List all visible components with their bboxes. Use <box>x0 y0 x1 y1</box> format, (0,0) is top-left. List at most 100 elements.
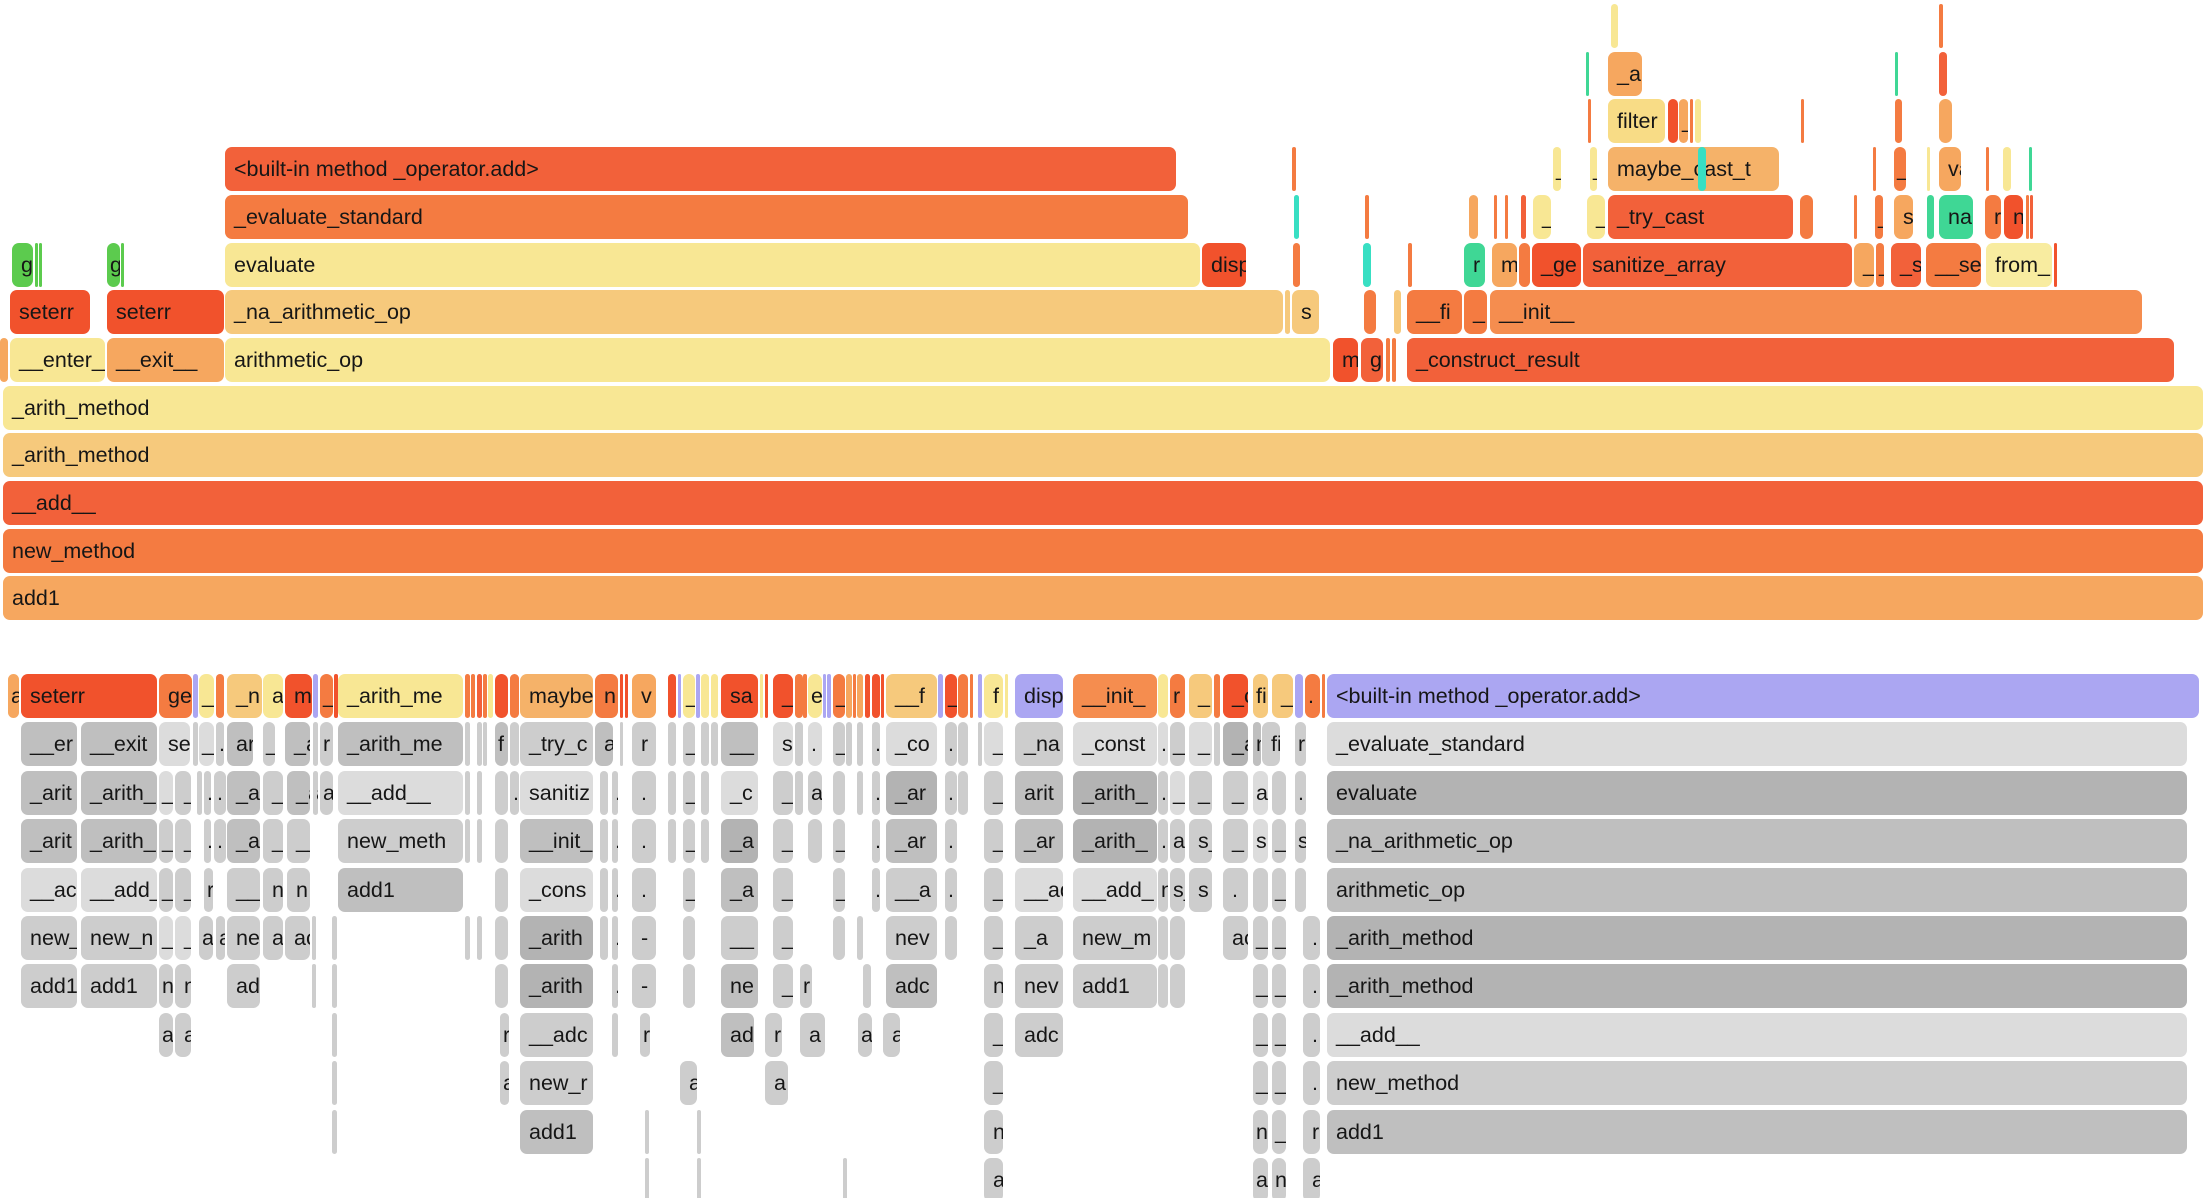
frame-bar[interactable]: _s <box>1891 243 1921 287</box>
frame-bar[interactable] <box>1295 674 1303 718</box>
frame-bar[interactable]: a <box>8 674 19 718</box>
frame-bar[interactable]: fi <box>1253 674 1268 718</box>
frame-bar[interactable]: - <box>632 916 656 960</box>
frame-bar[interactable]: _ <box>1189 674 1212 718</box>
frame-bar[interactable] <box>1939 52 1947 96</box>
frame-bar[interactable] <box>701 819 709 863</box>
frame-bar[interactable]: evaluate <box>1327 771 2187 815</box>
frame-bar[interactable] <box>1295 868 1306 912</box>
frame-bar[interactable]: . <box>1303 1013 1320 1057</box>
frame-bar[interactable] <box>970 674 973 718</box>
frame-bar[interactable] <box>495 964 508 1008</box>
frame-bar[interactable] <box>978 674 982 718</box>
frame-bar[interactable]: r <box>320 722 333 766</box>
frame-bar[interactable]: _ <box>1894 147 1906 191</box>
frame-bar[interactable]: _ <box>984 819 1003 863</box>
frame-bar[interactable]: r <box>1985 195 2001 239</box>
frame-bar[interactable] <box>1800 195 1813 239</box>
frame-bar[interactable]: _ <box>263 819 283 863</box>
frame-bar[interactable] <box>843 1158 847 1198</box>
frame-bar[interactable] <box>197 771 202 815</box>
frame-bar[interactable]: . <box>1303 964 1320 1008</box>
frame-bar[interactable]: __add__ <box>1327 1013 2187 1057</box>
frame-bar[interactable]: _ <box>1854 243 1874 287</box>
frame-bar[interactable]: _ <box>1590 147 1597 191</box>
frame-bar[interactable]: _ <box>175 771 191 815</box>
frame-bar[interactable]: add1 <box>338 868 463 912</box>
frame-bar[interactable] <box>803 674 807 718</box>
frame-bar[interactable]: __enter__ <box>10 338 105 382</box>
frame-bar[interactable] <box>697 1158 701 1198</box>
frame-bar[interactable] <box>958 722 968 766</box>
frame-bar[interactable] <box>332 916 337 960</box>
frame-bar[interactable] <box>612 1013 618 1057</box>
frame-bar[interactable] <box>1364 290 1376 334</box>
frame-bar[interactable]: __f <box>886 674 937 718</box>
frame-bar[interactable] <box>645 1110 649 1154</box>
frame-bar[interactable]: _ <box>1587 195 1605 239</box>
frame-bar[interactable]: . <box>945 771 957 815</box>
frame-bar[interactable]: r <box>1295 722 1306 766</box>
frame-bar[interactable]: _ <box>1272 868 1286 912</box>
frame-bar[interactable] <box>938 674 943 718</box>
frame-bar[interactable] <box>1698 147 1706 191</box>
frame-bar[interactable] <box>495 916 508 960</box>
frame-bar[interactable]: se <box>159 722 190 766</box>
frame-bar[interactable]: a <box>216 916 225 960</box>
frame-bar[interactable]: ari <box>227 722 253 766</box>
frame-bar[interactable]: _a <box>1223 722 1248 766</box>
frame-bar[interactable]: n <box>175 964 191 1008</box>
frame-bar[interactable]: _a <box>285 722 310 766</box>
frame-bar[interactable]: add1 <box>1073 964 1157 1008</box>
frame-bar[interactable]: g <box>107 243 120 287</box>
frame-bar[interactable] <box>1895 99 1902 143</box>
frame-bar[interactable]: new_r <box>520 1061 593 1105</box>
frame-bar[interactable]: a <box>1253 771 1268 815</box>
frame-bar[interactable]: _ <box>159 771 173 815</box>
frame-bar[interactable]: _ <box>1272 964 1286 1008</box>
frame-bar[interactable] <box>312 964 316 1008</box>
frame-bar[interactable]: . <box>872 819 880 863</box>
frame-bar[interactable] <box>1939 4 1943 48</box>
frame-bar[interactable]: n <box>263 868 283 912</box>
frame-bar[interactable] <box>312 916 316 960</box>
frame-bar[interactable]: a <box>808 771 822 815</box>
frame-bar[interactable]: __adc <box>520 1013 593 1057</box>
frame-bar[interactable]: arithmetic_op <box>225 338 1330 382</box>
frame-bar[interactable]: r <box>1303 1110 1320 1154</box>
frame-bar[interactable]: _n <box>227 674 262 718</box>
frame-bar[interactable] <box>625 674 628 718</box>
frame-bar[interactable] <box>1873 147 1876 191</box>
frame-bar[interactable] <box>1365 195 1369 239</box>
frame-bar[interactable] <box>1986 147 1989 191</box>
frame-bar[interactable]: n <box>1253 1110 1268 1154</box>
frame-bar[interactable]: add1 <box>3 576 2203 620</box>
frame-bar[interactable]: _ <box>1189 771 1212 815</box>
frame-bar[interactable]: . <box>1158 722 1168 766</box>
frame-bar[interactable]: n <box>984 1110 1003 1154</box>
frame-bar[interactable] <box>0 338 8 382</box>
frame-bar[interactable] <box>1285 290 1290 334</box>
frame-bar[interactable]: - <box>632 964 656 1008</box>
frame-bar[interactable] <box>872 674 880 718</box>
frame-bar[interactable]: _arith_ <box>1073 771 1157 815</box>
frame-bar[interactable]: _ <box>1272 819 1286 863</box>
frame-bar[interactable] <box>600 916 608 960</box>
frame-bar[interactable]: _arith <box>520 964 593 1008</box>
frame-bar[interactable]: __fi <box>1407 290 1462 334</box>
frame-bar[interactable] <box>313 722 318 766</box>
frame-bar[interactable] <box>1927 147 1930 191</box>
frame-bar[interactable]: . <box>1303 1061 1320 1105</box>
frame-bar[interactable]: _ <box>1223 819 1248 863</box>
frame-bar[interactable]: _ <box>1253 1013 1268 1057</box>
frame-bar[interactable] <box>1668 99 1678 143</box>
frame-bar[interactable] <box>1294 195 1299 239</box>
frame-bar[interactable]: _arith_me <box>338 674 463 718</box>
frame-bar[interactable]: _na_arithmetic_op <box>225 290 1283 334</box>
frame-bar[interactable]: . <box>612 819 618 863</box>
frame-bar[interactable]: . <box>872 771 880 815</box>
frame-bar[interactable]: . <box>872 868 880 912</box>
frame-bar[interactable] <box>678 674 681 718</box>
frame-bar[interactable]: __ <box>721 722 758 766</box>
frame-bar[interactable]: __init_ <box>1073 674 1157 718</box>
